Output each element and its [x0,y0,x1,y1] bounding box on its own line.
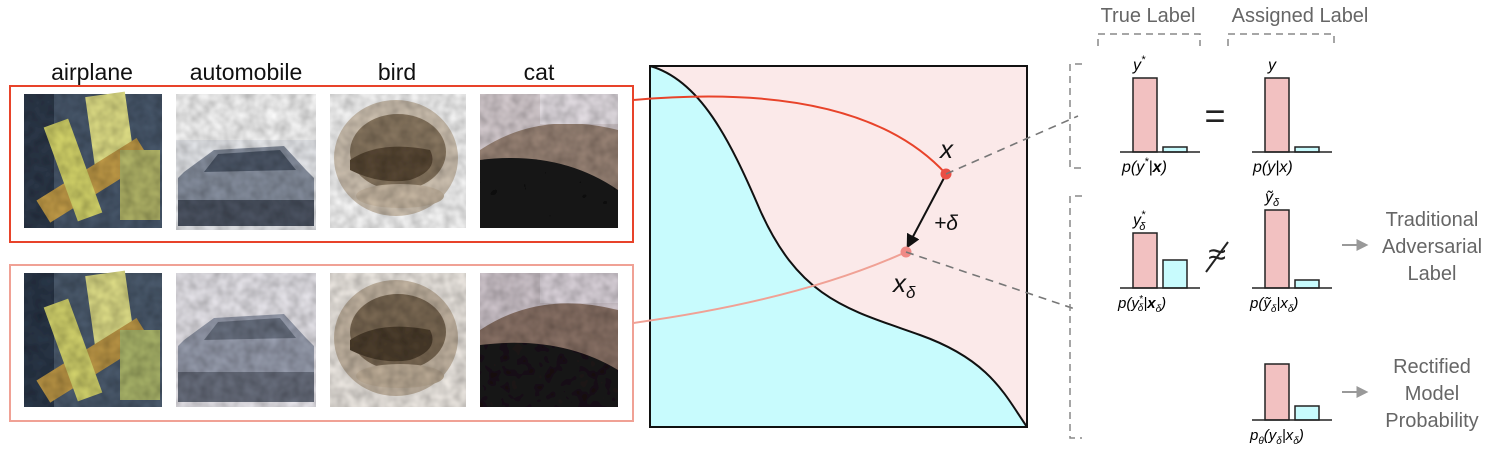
image-adv-automobile [176,273,316,407]
clean-point-label: x [938,134,954,164]
adversarial-frame [9,264,634,422]
row1-true-chart: y* p(y*|x) [1120,54,1200,176]
row2-true-bar-main [1132,232,1158,289]
header-assigned-bracket [1227,33,1335,46]
row2-assigned-bar-main [1264,209,1290,289]
row3-result-line1: Rectified [1393,356,1471,378]
row2-relation-strike [1205,241,1229,273]
row3-bar-main [1264,363,1290,421]
class-label-bird: bird [378,59,416,85]
row1-bracket [1069,63,1082,169]
decision-boundary-plot: +δ x xδ [632,65,1079,428]
row3-result-label: Rectified Model Probability [1385,356,1478,432]
header-true-label: True Label [1101,5,1196,27]
row1-assigned-bar-label: y [1267,57,1277,74]
clean-frame [9,85,634,243]
adv-to-panel-dash [905,251,1079,311]
class-label-cat: cat [524,59,555,85]
perturbation-arrow [906,177,945,249]
row3-axis-label: pθ(yδ|xδ) [1249,427,1304,447]
row2-assigned-chart: ỹδ p(ỹδ|xδ) [1249,189,1332,315]
row1-true-axis-label: p(y*|x) [1121,156,1167,176]
row23-bracket [1069,195,1082,439]
class-label-automobile: automobile [190,59,303,85]
row3-result-line3: Probability [1385,410,1478,432]
row2-true-chart: y* δ p(y* δ|xδ) [1117,209,1200,315]
row2-result-label: Traditional Adversarial Label [1382,209,1482,285]
column-headers: True Label Assigned Label [1097,5,1369,46]
row1-assigned-bar-main [1264,77,1290,153]
row2-relation: ≈ [1205,236,1229,273]
row2-assigned-axis-label: p(ỹδ|xδ) [1249,295,1298,315]
plot-frame [649,65,1028,428]
image-clean-bird [330,94,466,228]
adv-connector [632,251,907,324]
header-assigned-label: Assigned Label [1232,5,1369,27]
image-clean-automobile [176,94,316,230]
image-clean-airplane [24,91,162,228]
row2-assigned-bar-label: ỹδ [1264,189,1280,209]
header-true-bracket [1097,33,1201,46]
row2-result-line2: Adversarial [1382,236,1482,258]
row3-bar-other [1294,405,1320,421]
row1-true-bar-main [1132,77,1158,153]
image-adv-airplane [24,270,162,407]
row1-relation: = [1204,95,1225,136]
region-left [650,66,1027,427]
clean-images-row [9,85,634,243]
perturbation-label: +δ [934,212,958,235]
image-adv-cat [480,273,618,407]
row2-true-bar-label: y* δ [1132,209,1146,233]
row2-true-bar-other [1162,259,1188,289]
image-adv-bird [330,273,466,407]
image-clean-cat [480,94,618,228]
class-label-airplane: airplane [51,59,133,85]
clean-connector [632,95,947,175]
row3-chart: pθ(yδ|xδ) [1249,363,1332,447]
row2-true-axis-label: p(y* δ|xδ) [1117,294,1166,315]
row3-result-line2: Model [1405,383,1459,405]
row1-assigned-axis-label: p(y|x) [1252,159,1293,176]
row1-assigned-chart: y p(y|x) [1252,57,1332,176]
adversarial-images-row [9,264,634,422]
row2-assigned-bar-other [1294,279,1320,289]
row2-result-line1: Traditional [1386,209,1479,231]
row1-true-bar-label: y* [1132,54,1146,74]
row2-result-line3: Label [1408,263,1457,285]
clean-to-panel-dash [945,115,1079,175]
decision-boundary [649,65,1028,428]
